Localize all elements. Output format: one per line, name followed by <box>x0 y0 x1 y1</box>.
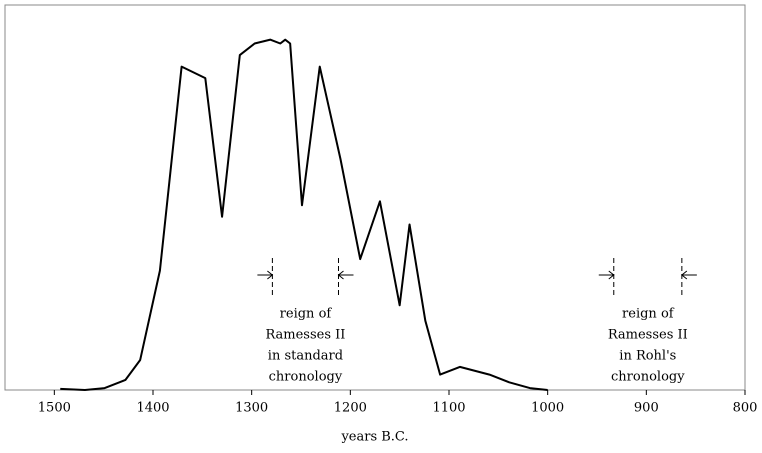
annotation-text: Ramesses II <box>608 328 688 343</box>
x-axis-label: years B.C. <box>340 430 408 445</box>
annotation-text: reign of <box>280 307 333 322</box>
data-line <box>60 38 548 391</box>
arrow <box>681 270 697 280</box>
annotation-text: in Rohl's <box>619 349 676 364</box>
x-tick-label: 1200 <box>334 401 367 416</box>
x-tick-label: 1100 <box>432 401 465 416</box>
annotation-text: in standard <box>268 349 343 364</box>
arrow <box>337 270 354 280</box>
annotation-text: chronology <box>269 370 343 385</box>
x-tick-label: 900 <box>634 401 659 416</box>
x-tick-label: 800 <box>733 401 758 416</box>
annotation-text: Ramesses II <box>265 328 345 343</box>
arrow <box>257 270 274 280</box>
plot-frame <box>4 4 746 391</box>
x-tick-label: 1400 <box>136 401 169 416</box>
annotation-text: reign of <box>622 307 675 322</box>
x-tick-label: 1300 <box>235 401 268 416</box>
x-tick-label: 1000 <box>531 401 564 416</box>
x-tick-label: 1500 <box>38 401 71 416</box>
annotation-text: chronology <box>611 370 685 385</box>
arrow <box>598 270 615 280</box>
